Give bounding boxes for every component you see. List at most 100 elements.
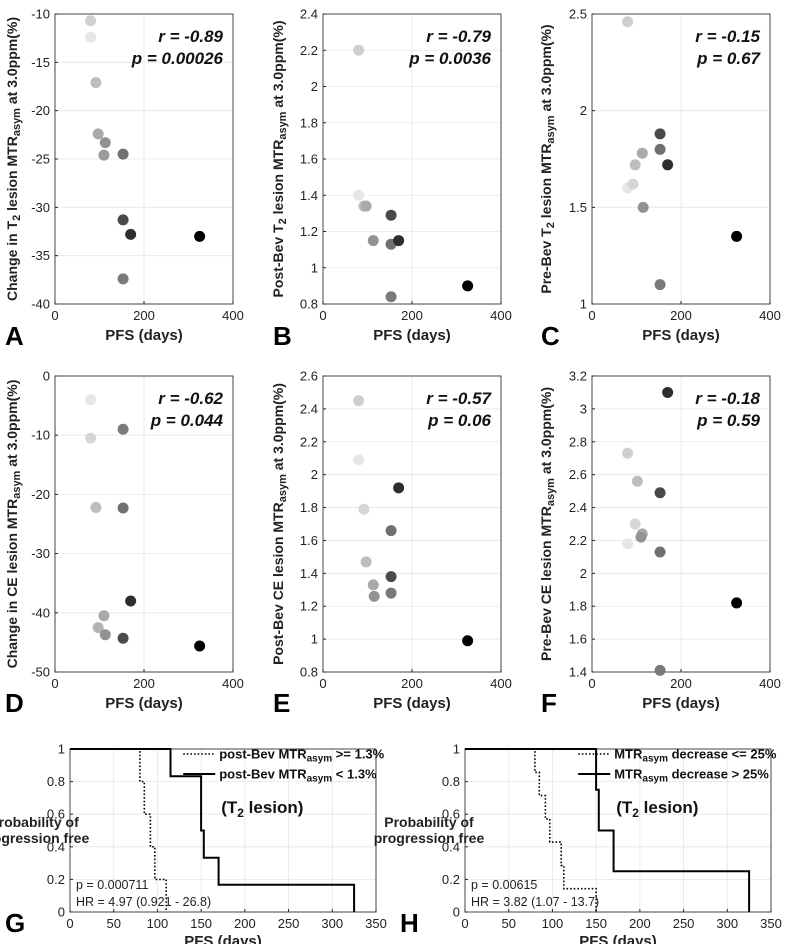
- legend-entry: post-Bev MTRasym < 1.3%: [219, 767, 377, 785]
- panel-label: A: [5, 321, 24, 351]
- y-tick-label: 0.6: [442, 807, 460, 822]
- y-tick-label: 2.2: [300, 434, 318, 449]
- y-tick-label: 1.2: [300, 224, 318, 239]
- legend-entry-part: decrease > 25%: [668, 767, 769, 782]
- y-tick-label: -30: [31, 200, 50, 215]
- legend-entry-subscript: asym: [307, 774, 333, 785]
- km-curve-solid: [465, 748, 751, 912]
- y-tick-label: 0.6: [47, 807, 65, 822]
- y-tick-label: 2: [580, 103, 587, 118]
- y-axis-label-part: Post-Bev T: [270, 224, 286, 298]
- correlation-r: r = -0.89: [158, 27, 223, 46]
- y-tick-label: -25: [31, 152, 50, 167]
- y-axis-label-part: at 3.0ppm(%): [270, 383, 286, 474]
- data-point: [353, 395, 365, 407]
- x-tick-label: 300: [716, 916, 738, 931]
- data-point: [629, 159, 641, 171]
- y-tick-label: -30: [31, 546, 50, 561]
- x-tick-label: 200: [401, 308, 423, 323]
- x-tick-label: 250: [673, 916, 695, 931]
- y-tick-label: 0.8: [47, 774, 65, 789]
- correlation-p: p = 0.67: [696, 49, 761, 68]
- x-tick-label: 400: [222, 308, 244, 323]
- data-point: [462, 280, 474, 292]
- data-point: [90, 77, 102, 89]
- y-axis-label: Post-Bev T2 lesion MTRasym at 3.0ppm(%): [270, 21, 289, 298]
- x-tick-label: 400: [222, 676, 244, 691]
- y-tick-label: -20: [31, 487, 50, 502]
- legend-entry-subscript: asym: [642, 754, 668, 765]
- y-axis-label-part: at 3.0ppm(%): [270, 21, 286, 112]
- data-point: [462, 635, 474, 647]
- correlation-r: r = -0.79: [426, 27, 491, 46]
- y-axis-label-part: Change in CE lesion MTR: [4, 499, 20, 669]
- legend-entry-subscript: asym: [307, 754, 333, 765]
- lesion-note-part: (T: [221, 798, 238, 817]
- correlation-p: p = 0.044: [150, 411, 224, 430]
- y-axis-label-part: lesion MTR: [4, 136, 20, 215]
- correlation-r: r = -0.62: [158, 389, 223, 408]
- data-point: [654, 128, 666, 140]
- x-tick-label: 0: [588, 308, 595, 323]
- y-axis-label-subscript: 2: [11, 215, 23, 221]
- y-axis-label-part: lesion MTR: [270, 140, 286, 219]
- y-tick-label: 3: [580, 401, 587, 416]
- data-point: [385, 587, 397, 599]
- data-point: [85, 394, 97, 406]
- y-tick-label: 0.2: [442, 872, 460, 887]
- y-tick-label: 1.8: [300, 500, 318, 515]
- correlation-p: p = 0.00026: [131, 49, 224, 68]
- x-axis-label: PFS (days): [105, 695, 183, 712]
- y-axis-label-subscript: asym: [11, 108, 23, 136]
- y-tick-label: 0.4: [47, 839, 65, 854]
- y-axis-label-subscript: asym: [545, 478, 557, 506]
- x-tick-label: 200: [234, 916, 256, 931]
- y-tick-label: 1: [58, 742, 65, 757]
- legend-entry-part: < 1.3%: [332, 767, 377, 782]
- data-point: [393, 235, 405, 247]
- data-point: [92, 128, 104, 140]
- x-tick-label: 200: [629, 916, 651, 931]
- data-point: [353, 44, 365, 56]
- panel-label: G: [5, 908, 25, 938]
- panel-label: F: [541, 688, 557, 718]
- data-point: [90, 501, 102, 513]
- y-tick-label: -10: [31, 428, 50, 443]
- km-hazard-ratio: HR = 4.97 (0.921 - 26.8): [76, 895, 211, 909]
- data-point: [654, 487, 666, 499]
- legend-entry-part: MTR: [614, 767, 643, 782]
- data-point: [731, 230, 743, 242]
- km-panel-h: 0 50 100 150 200 250 300 350 0 0.2 0.4 0.6 0.8 1 PFS (…: [374, 742, 782, 944]
- y-tick-label: 0.8: [442, 774, 460, 789]
- y-tick-label: 1.4: [569, 665, 587, 680]
- x-axis-label: PFS (days): [642, 327, 720, 344]
- data-point: [627, 178, 639, 190]
- y-axis-label-part: Post-Bev CE lesion MTR: [270, 502, 286, 665]
- panel-label: B: [273, 321, 292, 351]
- x-tick-label: 200: [133, 308, 155, 323]
- km-curve-dotted: [70, 748, 167, 912]
- y-tick-label: 2.6: [569, 467, 587, 482]
- y-tick-label: 0.2: [47, 872, 65, 887]
- x-tick-label: 300: [321, 916, 343, 931]
- lesion-note: (T2 lesion): [221, 798, 303, 820]
- y-axis-label: Pre-Bev CE lesion MTRasym at 3.0ppm(%): [538, 387, 557, 661]
- x-axis-label: PFS (days): [579, 933, 657, 944]
- y-tick-label: 1.6: [300, 533, 318, 548]
- y-tick-label: 1: [311, 260, 318, 275]
- legend-entry-part: post-Bev MTR: [219, 747, 307, 762]
- legend-entry-part: post-Bev MTR: [219, 767, 307, 782]
- data-point: [98, 610, 110, 622]
- x-axis-label: PFS (days): [373, 695, 451, 712]
- y-tick-label: 2: [580, 566, 587, 581]
- x-tick-label: 400: [490, 308, 512, 323]
- y-tick-label: 0.8: [300, 665, 318, 680]
- x-tick-label: 200: [401, 676, 423, 691]
- data-point: [393, 482, 405, 494]
- x-axis-label: PFS (days): [184, 933, 262, 944]
- lesion-note-part: lesion): [639, 798, 699, 817]
- data-point: [385, 209, 397, 221]
- x-tick-label: 150: [190, 916, 212, 931]
- x-tick-label: 0: [66, 916, 73, 931]
- y-tick-label: -20: [31, 103, 50, 118]
